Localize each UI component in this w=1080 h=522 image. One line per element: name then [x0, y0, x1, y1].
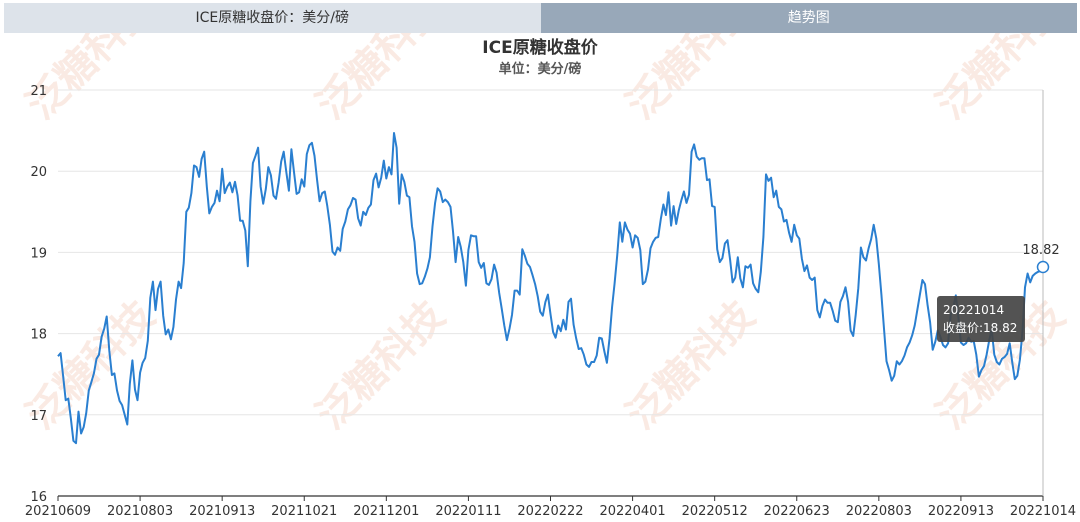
tooltip: 20221014 收盘价:18.82: [937, 296, 1025, 342]
last-value-label: 18.82: [1022, 243, 1059, 258]
x-tick-label: 20220222: [517, 504, 583, 519]
y-tick-label: 16: [30, 490, 47, 505]
series-line: [57, 132, 1044, 445]
x-tick-label: 20220111: [435, 504, 501, 519]
x-tick-label: 20220401: [599, 504, 665, 519]
watermark-text: 泛糖科技: [618, 293, 764, 439]
tab-bar: ICE原糖收盘价：美分/磅 趋势图: [4, 3, 1077, 33]
watermark-text: 泛糖科技: [928, 33, 1074, 128]
chart-title: ICE原糖收盘价: [482, 37, 598, 58]
tooltip-value: 收盘价:18.82: [943, 321, 1018, 335]
watermark-text: 泛糖科技: [308, 33, 454, 128]
y-tick-label: 20: [30, 165, 47, 180]
tooltip-date: 20221014: [943, 303, 1005, 317]
tab-trend[interactable]: 趋势图: [540, 3, 1077, 33]
y-tick-label: 17: [30, 409, 47, 424]
x-tick-label: 20210913: [189, 504, 255, 519]
y-axis: 16 17 18 19 20 21: [30, 84, 47, 505]
x-tick-label: 20220623: [764, 504, 830, 519]
x-tick-label: 20210609: [25, 504, 91, 519]
x-tick-label: 20211021: [271, 504, 337, 519]
x-tick-label: 20220803: [846, 504, 912, 519]
x-tick-label: 20210803: [107, 504, 173, 519]
grid: [58, 89, 1044, 497]
y-tick-label: 18: [30, 328, 47, 343]
x-tick-label: 20211201: [353, 504, 419, 519]
watermark-text: 泛糖科技: [618, 33, 764, 128]
watermark-text: 泛糖科技: [308, 293, 454, 439]
x-axis: 20210609 20210803 20210913 20211021 20211201…: [25, 495, 1076, 519]
x-tick-label: 20220512: [682, 504, 748, 519]
x-tick-label: 20221014: [1010, 504, 1076, 519]
y-tick-label: 21: [30, 84, 47, 99]
x-tick-label: 20220913: [928, 504, 994, 519]
watermark-text: 泛糖科技: [18, 33, 164, 128]
tab-price[interactable]: ICE原糖收盘价：美分/磅: [4, 3, 541, 33]
series: 18.82: [57, 90, 1060, 496]
y-tick-label: 19: [30, 246, 47, 261]
chart-subtitle: 单位：美分/磅: [499, 61, 582, 77]
last-point-marker: [1036, 260, 1050, 274]
